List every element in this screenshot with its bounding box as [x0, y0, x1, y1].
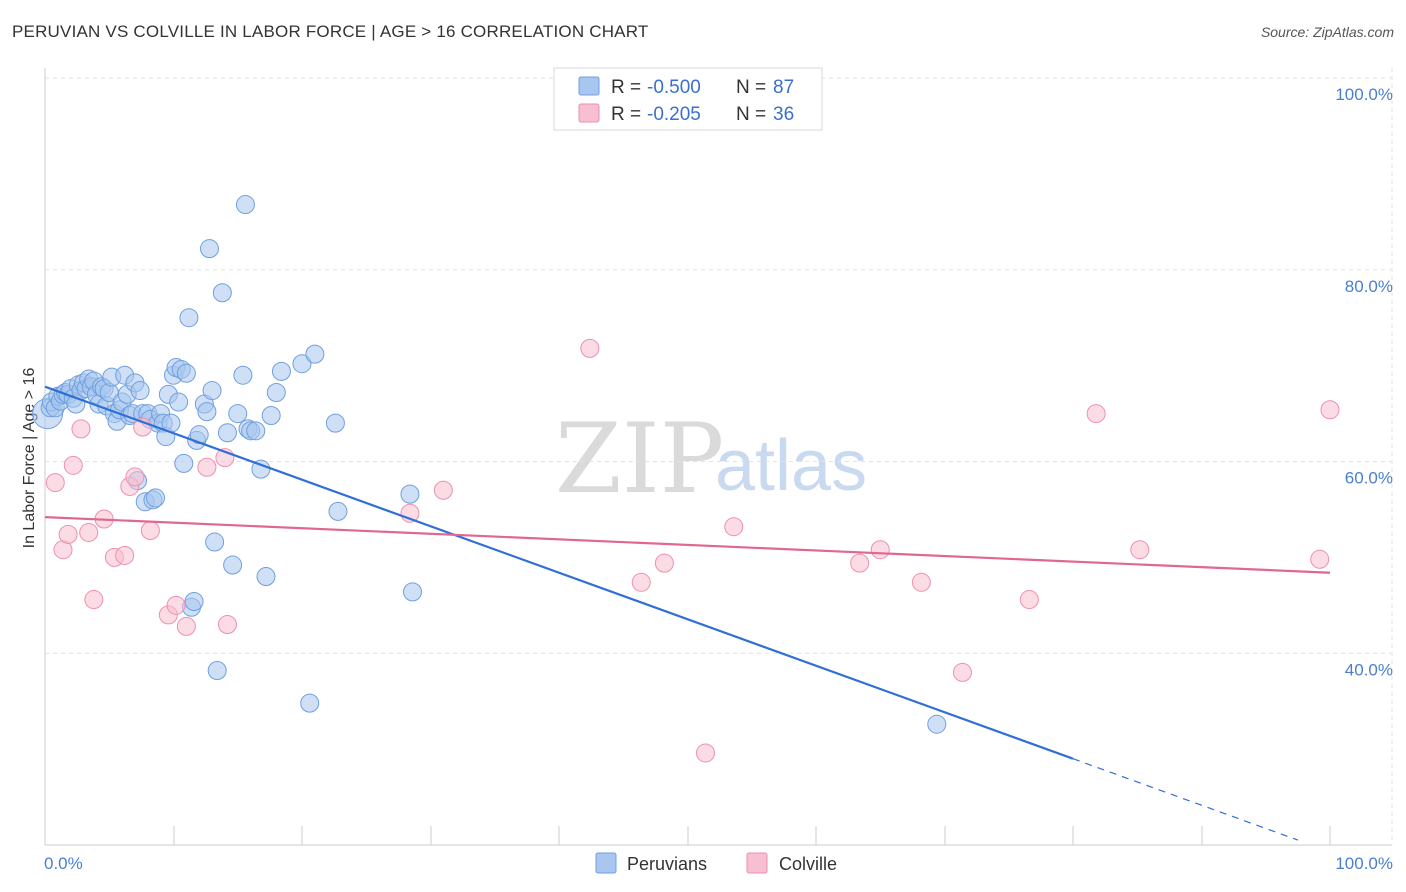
colville-point — [1310, 549, 1330, 569]
scatter-points — [32, 195, 1340, 763]
peruvians-point — [176, 363, 196, 383]
peruvians-trend-extension — [1072, 758, 1299, 841]
colville-point — [1130, 540, 1150, 560]
source-label: Source: ZipAtlas.com — [1260, 24, 1394, 40]
colville-point — [115, 545, 135, 565]
y-tick-label-40: 40.0% — [1345, 660, 1393, 679]
peruvians-point — [223, 555, 243, 575]
colville-point — [133, 417, 153, 437]
colville-point — [176, 616, 196, 636]
peruvians-point — [235, 195, 255, 215]
legend-swatch-colville — [578, 103, 600, 123]
colville-point — [197, 457, 217, 477]
x-tick-labels: 0.0% 100.0% — [44, 854, 1393, 873]
watermark-zip: ZIP — [555, 403, 724, 515]
bottom-legend-label-peruvians: Peruvians — [627, 854, 707, 874]
colville-point — [695, 743, 715, 763]
y-axis-label: In Labor Force | Age > 16 — [21, 368, 38, 549]
colville-point — [724, 517, 744, 537]
y-tick-label-80: 80.0% — [1345, 277, 1393, 296]
colville-point — [850, 553, 870, 573]
peruvians-point — [300, 693, 320, 713]
peruvians-point — [292, 354, 312, 374]
colville-point — [63, 455, 83, 475]
colville-point — [79, 522, 99, 542]
colville-point — [45, 473, 65, 493]
peruvians-point — [184, 591, 204, 611]
peruvians-point — [205, 532, 225, 552]
legend-r-value-colville: -0.205 — [647, 104, 701, 125]
peruvians-point — [400, 484, 420, 504]
peruvians-point — [325, 413, 345, 433]
peruvians-point — [202, 381, 222, 401]
peruvians-point — [169, 392, 189, 412]
peruvians-point — [207, 661, 227, 681]
peruvians-point — [146, 488, 166, 508]
peruvians-point — [256, 567, 276, 587]
colville-point — [952, 662, 972, 682]
legend-swatch-peruvians — [578, 76, 600, 96]
peruvians-point — [266, 382, 286, 402]
peruvians-point — [174, 453, 194, 473]
legend-r-label: R = — [611, 77, 641, 98]
trend-lines — [44, 385, 1331, 841]
peruvians-point — [130, 381, 150, 401]
legend-n-label-2: N = — [736, 104, 766, 125]
colville-point — [911, 572, 931, 592]
colville-point — [71, 419, 91, 439]
peruvians-point — [217, 423, 237, 443]
gridlines — [45, 68, 1393, 845]
colville-point — [125, 467, 145, 487]
legend-r-label-2: R = — [611, 104, 641, 125]
legend-n-label: N = — [736, 77, 766, 98]
y-tick-label-100: 100.0% — [1335, 85, 1393, 104]
legend-n-value-colville: 36 — [773, 104, 794, 125]
colville-point — [166, 595, 186, 615]
colville-trend-line — [44, 516, 1331, 574]
colville-point — [433, 480, 453, 500]
colville-point — [140, 521, 160, 541]
colville-point — [1086, 404, 1106, 424]
peruvians-point — [246, 421, 266, 441]
colville-point — [217, 614, 237, 634]
peruvians-trend-line — [44, 385, 1074, 760]
colville-point — [654, 553, 674, 573]
bottom-legend-swatch-colville — [746, 852, 768, 874]
colville-point — [870, 540, 890, 560]
bottom-legend-label-colville: Colville — [779, 854, 837, 874]
x-tick-label-0: 0.0% — [44, 854, 83, 873]
colville-point — [631, 572, 651, 592]
peruvians-point — [212, 283, 232, 303]
peruvians-point — [328, 501, 348, 521]
bottom-legend-swatch-peruvians — [595, 852, 617, 874]
colville-point — [580, 338, 600, 358]
peruvians-point — [197, 402, 217, 422]
chart-title: PERUVIAN VS COLVILLE IN LABOR FORCE | AG… — [12, 22, 649, 41]
peruvians-point — [403, 582, 423, 602]
legend-box: R = -0.500 N = 87 R = -0.205 N = 36 — [553, 67, 823, 131]
legend-r-value-peruvians: -0.500 — [647, 77, 701, 98]
legend-n-value-peruvians: 87 — [773, 77, 794, 98]
peruvians-point — [271, 361, 291, 381]
peruvians-point — [261, 405, 281, 425]
peruvians-point — [233, 365, 253, 385]
bottom-legend: Peruvians Colville — [595, 852, 837, 874]
peruvians-point — [199, 239, 219, 259]
colville-point — [58, 524, 78, 544]
peruvians-point — [305, 344, 325, 364]
y-tick-labels: 40.0% 60.0% 80.0% 100.0% — [1335, 85, 1393, 679]
colville-point — [1320, 400, 1340, 420]
colville-point — [84, 590, 104, 610]
peruvians-point — [228, 404, 248, 424]
x-tick-label-100: 100.0% — [1335, 854, 1393, 873]
colville-point — [1019, 590, 1039, 610]
watermark-atlas: atlas — [715, 426, 867, 506]
y-tick-label-60: 60.0% — [1345, 469, 1393, 488]
peruvians-point — [179, 308, 199, 328]
peruvians-point — [927, 714, 947, 734]
axes — [44, 68, 1392, 846]
